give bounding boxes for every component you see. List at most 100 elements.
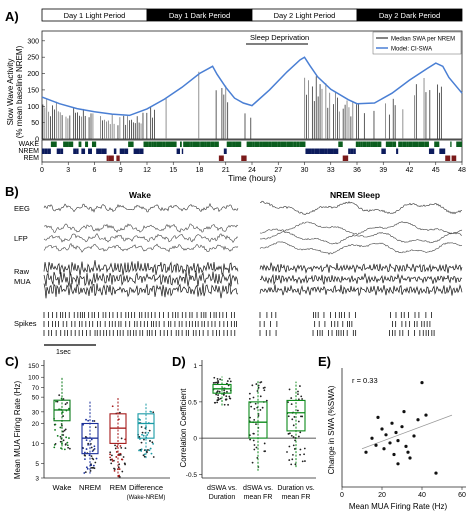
data-point	[225, 398, 228, 401]
xtick-label: 24	[248, 167, 256, 174]
state-label-nrem: NREM	[18, 148, 39, 155]
hypnogram-epoch-rem	[342, 155, 349, 161]
panel-a-letter: A)	[5, 9, 19, 24]
xtick-label: 33	[327, 167, 335, 174]
hypnogram-epoch-wake	[232, 141, 236, 147]
scatter-point	[394, 430, 398, 435]
data-point	[218, 398, 220, 401]
ytick-label: 3	[35, 476, 39, 483]
data-point	[141, 433, 143, 436]
data-point	[219, 397, 222, 400]
hypnogram-epoch-wake	[179, 141, 182, 147]
hypnogram-epoch-nrem	[396, 148, 399, 154]
scale-bar-label: 1sec	[56, 349, 71, 356]
period-label: Day 1 Dark Period	[169, 11, 230, 20]
xtick-label: 27	[274, 167, 282, 174]
hypnogram-epoch-wake	[63, 141, 69, 147]
data-point	[152, 411, 155, 414]
data-point	[93, 467, 96, 470]
hypnogram-epoch-wake	[377, 141, 382, 147]
data-point	[86, 467, 89, 470]
hypnogram-epoch-wake	[151, 141, 154, 147]
period-label: Day 2 Light Period	[274, 11, 336, 20]
data-point	[91, 466, 94, 469]
hypnogram-epoch-nrem	[348, 148, 351, 154]
data-point	[253, 448, 256, 451]
hypnogram-epoch-wake	[206, 141, 211, 147]
xtick-label: 48	[458, 167, 466, 174]
legend-box	[372, 31, 462, 55]
eeg-trace	[260, 200, 462, 215]
scatter-point	[384, 433, 388, 437]
xtick-label: 0	[340, 492, 344, 499]
data-point	[138, 436, 141, 438]
data-point	[151, 441, 154, 444]
data-point	[90, 438, 93, 441]
data-point	[152, 456, 155, 458]
hypnogram-epoch-nrem	[428, 148, 435, 154]
data-point	[64, 443, 67, 445]
legend-model-label: Model: CI-SWA	[391, 47, 432, 53]
data-point	[288, 459, 291, 461]
data-point	[92, 449, 95, 451]
hypnogram-epoch-wake	[235, 141, 242, 147]
data-point	[227, 403, 229, 406]
hypnogram-epoch-rem	[218, 155, 224, 161]
hypnogram-epoch-wake	[434, 141, 440, 147]
data-point	[143, 438, 145, 441]
panel-d-boxes	[212, 376, 306, 471]
hypnogram-epoch-wake	[259, 141, 263, 147]
panel-e-xticks: 0 20 40 60	[340, 487, 466, 499]
data-point	[228, 377, 231, 380]
ytick-label: 100	[27, 104, 39, 111]
ytick-label: 30	[32, 409, 40, 416]
data-point	[67, 446, 70, 449]
hypnogram-epoch-wake	[286, 141, 293, 147]
hypnogram-epoch-wake	[254, 141, 260, 147]
data-point	[214, 381, 217, 384]
data-point	[119, 445, 122, 447]
panel-a-xlabel: Time (hours)	[228, 173, 276, 183]
hypnogram-epoch-wake	[456, 141, 462, 147]
data-point	[263, 389, 266, 392]
panel-d-xlabels: dSWA vs. Duration dSWA vs. mean FR Duration …	[207, 485, 315, 501]
data-point	[56, 400, 59, 403]
xtick-label: 6	[93, 167, 97, 174]
hypnogram-epoch-wake	[190, 141, 193, 147]
box	[286, 399, 306, 432]
data-point	[87, 442, 90, 445]
data-point	[142, 434, 145, 437]
hypnogram-epoch-nrem	[47, 148, 51, 154]
hypnogram-epoch-wake	[296, 141, 300, 147]
category-sublabel: (Wake-NREM)	[127, 495, 166, 501]
hypnogram-epoch-nrem	[223, 148, 227, 154]
data-point	[111, 460, 114, 462]
row-label-mua: MUA	[14, 277, 31, 286]
data-point	[85, 448, 88, 450]
data-point	[87, 419, 90, 422]
hypnogram-epoch-wake	[450, 141, 452, 147]
hypnogram-epoch-nrem	[181, 148, 184, 154]
scatter-point	[380, 427, 384, 431]
scatter-point	[402, 410, 406, 414]
hypnogram-epoch-nrem	[133, 148, 140, 154]
hypnogram-epoch-nrem	[119, 148, 125, 154]
data-point	[124, 447, 127, 450]
hypnogram-epoch-nrem	[44, 148, 48, 154]
panel-e-ylabel: Change in SWA (%SWA)	[327, 385, 336, 474]
hypnogram-epoch-wake	[200, 141, 205, 147]
data-point	[84, 458, 86, 461]
data-point	[290, 463, 293, 466]
data-point	[252, 396, 255, 399]
xtick-label: 60	[458, 492, 466, 499]
hypnogram-epoch-nrem	[311, 148, 315, 154]
hypnogram-epoch-wake	[385, 141, 393, 147]
ytick-label: 5	[35, 461, 39, 468]
hypnogram-epoch-wake	[406, 141, 409, 147]
scatter-point	[412, 434, 416, 438]
panel-a-ylabel-2: (% mean baseline NREM)	[15, 45, 24, 138]
ytick-label: 1	[193, 363, 197, 370]
hypnogram-epoch-wake	[402, 141, 407, 147]
raw-traces	[43, 200, 463, 336]
scatter-point	[382, 447, 386, 451]
